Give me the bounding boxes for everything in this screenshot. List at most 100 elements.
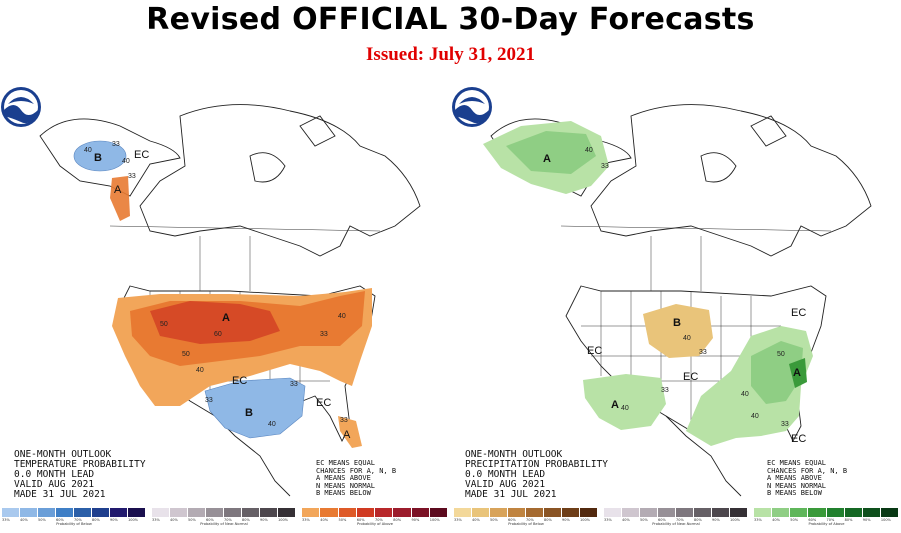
scale-tick: 33% <box>152 518 160 522</box>
scale-ticks: 33% 40% 50% 60% 70% 80% 90% 100% <box>604 518 748 522</box>
scale-label: Probability of Below <box>508 522 544 526</box>
scale-swatch <box>320 508 339 517</box>
scale-tick: 50% <box>38 518 46 522</box>
conus-above-peak <box>150 301 280 344</box>
scale-bar <box>754 508 899 517</box>
caption-line: TEMPERATURE PROBABILITY <box>14 459 146 470</box>
scale-swatch <box>712 508 730 517</box>
scale-swatch <box>429 508 448 517</box>
label-conus-below: B <box>245 407 253 419</box>
scale-tick: 100% <box>128 518 139 522</box>
scale-tick: 60% <box>56 518 64 522</box>
scale-swatch <box>772 508 791 517</box>
temperature-outlook-map: B EC A A EC B EC A 40 33 40 33 50 60 50 … <box>0 86 450 533</box>
scale-tick: 80% <box>92 518 100 522</box>
label-ak-below: B <box>94 152 102 164</box>
contour-label: 33 <box>781 421 789 428</box>
scale-swatch <box>562 508 580 517</box>
scale-swatch <box>790 508 809 517</box>
scale-swatch <box>526 508 544 517</box>
scale-tick: 33% <box>2 518 10 522</box>
scale-tick: 80% <box>393 518 402 522</box>
scale-swatch <box>92 508 110 517</box>
temperature-caption: ONE-MONTH OUTLOOK TEMPERATURE PROBABILITY… <box>14 450 146 500</box>
scale-tick: 40% <box>320 518 329 522</box>
scale-swatch <box>38 508 56 517</box>
scale-tick: 90% <box>110 518 118 522</box>
issued-date: Issued: July 31, 2021 <box>366 44 535 65</box>
scale-swatch <box>754 508 773 517</box>
scale-label: Probability of Below <box>56 522 92 526</box>
noaa-logo <box>452 87 492 127</box>
scale-tick: 60% <box>356 518 365 522</box>
scale-tick: 80% <box>694 518 702 522</box>
scale-bar <box>302 508 448 517</box>
scale-tick: 40% <box>772 518 780 522</box>
sw-above-area <box>583 374 666 430</box>
scale-precip-below: 33% 40% 50% 60% 70% 80% 90% 100% Probability of… <box>454 508 598 533</box>
contour-label: 40 <box>268 421 276 428</box>
label-ak-above: A <box>114 184 122 196</box>
scale-tick: 100% <box>278 518 289 522</box>
scale-swatch <box>188 508 206 517</box>
page-title: Revised OFFICIAL 30-Day Forecasts <box>146 2 755 37</box>
contour-label: 33 <box>661 387 669 394</box>
scale-tick: 90% <box>562 518 570 522</box>
scale-swatch <box>604 508 622 517</box>
contour-label: 33 <box>699 349 707 356</box>
legend-line: B MEANS BELOW <box>316 489 371 497</box>
contour-label: 40 <box>196 367 204 374</box>
scale-ticks: 33% 40% 50% 60% 70% 80% 90% 100% <box>754 518 899 522</box>
precipitation-caption: ONE-MONTH OUTLOOK PRECIPITATION PROBABILI… <box>465 450 608 500</box>
scale-ticks: 33% 40% 50% 60% 70% 80% 90% 100% <box>152 518 296 522</box>
scale-swatch <box>2 508 20 517</box>
contour-label: 40 <box>84 147 92 154</box>
scale-tick: 40% <box>472 518 480 522</box>
scale-swatch <box>622 508 640 517</box>
scale-ticks: 33% 40% 50% 60% 70% 80% 90% 100% <box>454 518 598 522</box>
legend-line: CHANCES FOR A, N, B <box>316 466 397 475</box>
scale-tick: 40% <box>170 518 178 522</box>
scale-swatch <box>658 508 676 517</box>
caption-line: 0.0 MONTH LEAD <box>465 469 546 480</box>
scale-swatch <box>862 508 881 517</box>
scale-swatch <box>278 508 296 517</box>
scale-tick: 33% <box>302 518 310 522</box>
scale-tick: 33% <box>754 518 762 522</box>
label-fl-ec: EC <box>791 433 806 445</box>
scale-swatch <box>206 508 224 517</box>
scale-swatch <box>508 508 526 517</box>
scale-swatch <box>302 508 321 517</box>
scale-tick: 33% <box>454 518 462 522</box>
scale-swatch <box>170 508 188 517</box>
label-se-ec: EC <box>316 397 331 409</box>
label-fl-above: A <box>343 429 351 441</box>
scale-tick: 60% <box>508 518 516 522</box>
scale-tick: 70% <box>375 518 383 522</box>
legend-line: N MEANS NORMAL <box>767 481 827 490</box>
scale-swatch <box>826 508 845 517</box>
scale-tick: 50% <box>188 518 196 522</box>
scale-swatch <box>544 508 562 517</box>
scale-precip-normal: 33% 40% 50% 60% 70% 80% 90% 100% Probability of… <box>604 508 748 533</box>
scale-tick: 50% <box>790 518 799 522</box>
scale-tick: 70% <box>74 518 82 522</box>
contour-label: 40 <box>741 391 749 398</box>
legend-line: B MEANS BELOW <box>767 489 822 497</box>
temperature-map-graphic: B EC A A EC B EC A 40 33 40 33 50 60 50 … <box>39 104 421 497</box>
legend-line: N MEANS NORMAL <box>316 481 376 490</box>
scale-tick: 90% <box>260 518 268 522</box>
legend-line: A MEANS ABOVE <box>767 474 822 482</box>
caption-line: VALID AUG 2021 <box>14 479 95 490</box>
scale-temp-above: 33% 40% 50% 60% 70% 80% 90% 100% Probability of… <box>302 508 448 533</box>
scale-tick: 70% <box>676 518 684 522</box>
scale-swatch <box>454 508 472 517</box>
legend-line: EC MEANS EQUAL <box>316 459 376 467</box>
caption-line: VALID AUG 2021 <box>465 479 546 490</box>
scale-swatch <box>152 508 170 517</box>
scale-bar <box>2 508 146 517</box>
probability-scales: 33% 40% 50% 60% 70% 80% 90% 100% Probability of… <box>0 508 901 533</box>
east-above-peak <box>789 358 807 388</box>
noaa-logo <box>1 87 41 127</box>
